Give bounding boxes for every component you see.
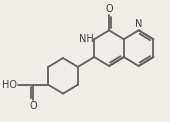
- Text: HO: HO: [2, 80, 17, 90]
- Text: NH: NH: [79, 34, 93, 44]
- Text: O: O: [105, 4, 113, 14]
- Text: N: N: [135, 19, 142, 29]
- Text: O: O: [29, 101, 37, 111]
